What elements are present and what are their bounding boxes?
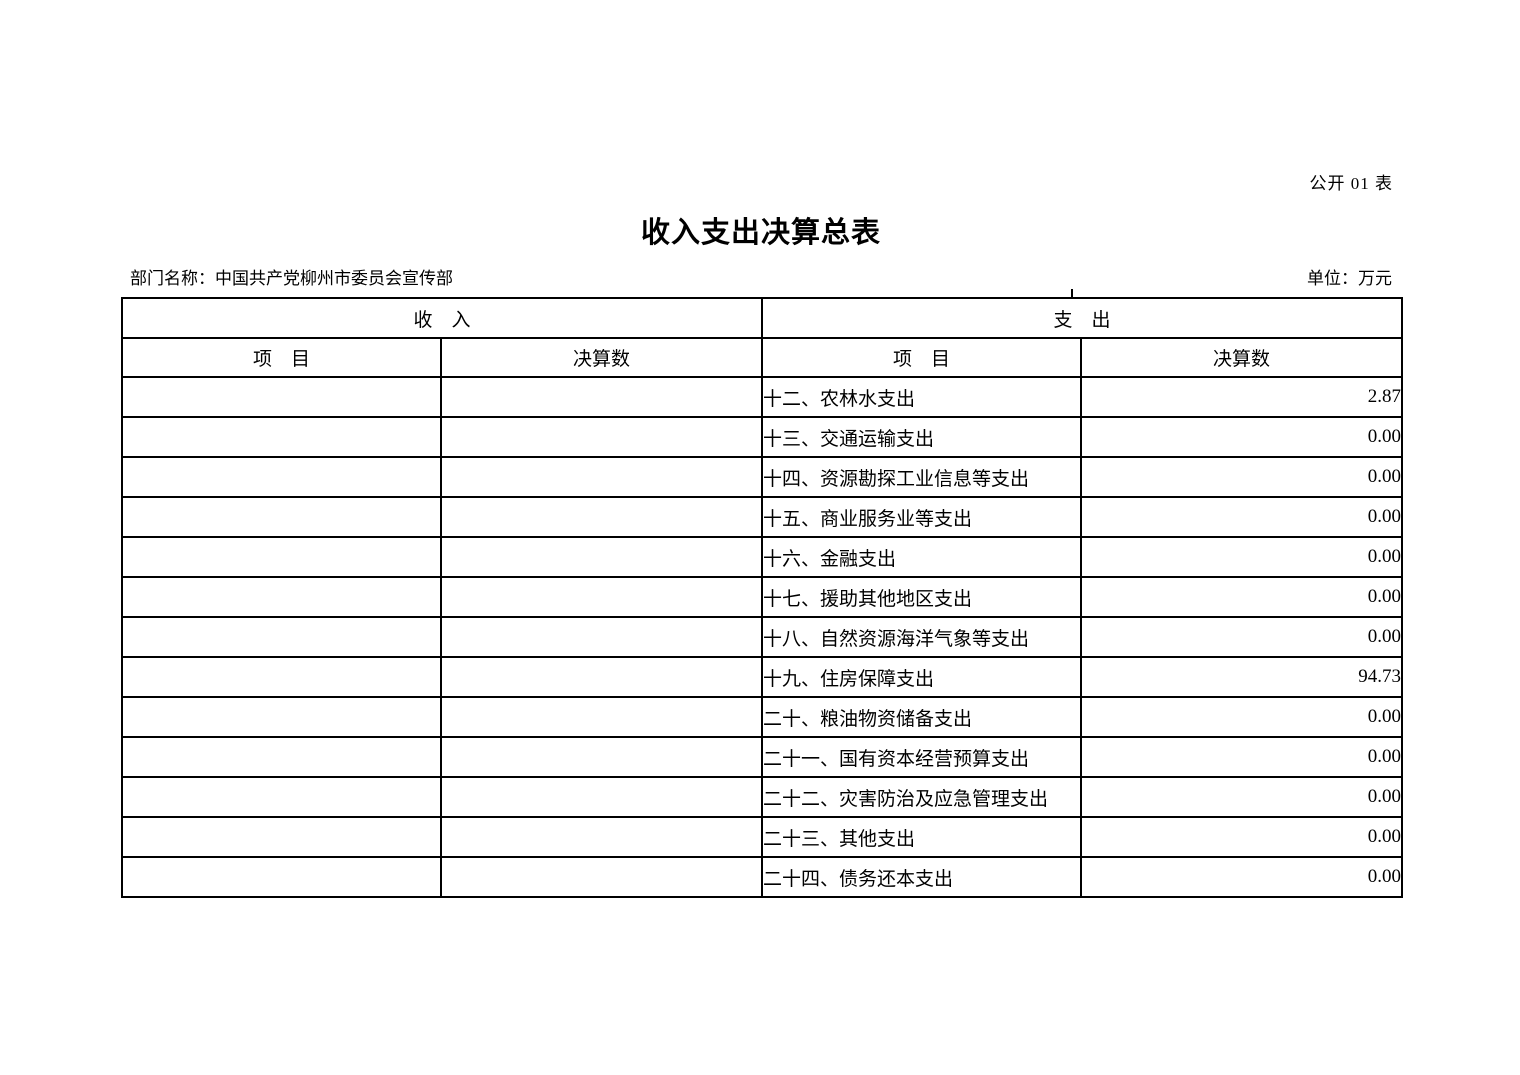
form-number: 公开 01 表 bbox=[1309, 174, 1393, 193]
expenditure-amount-cell: 0.00 bbox=[1080, 416, 1404, 458]
expenditure-amount-cell: 0.00 bbox=[1080, 536, 1404, 578]
table-row: 二十三、其他支出 0.00 bbox=[121, 816, 1404, 858]
income-item-cell bbox=[121, 856, 442, 898]
table-row: 十六、金融支出 0.00 bbox=[121, 536, 1404, 578]
income-section-header: 收 入 bbox=[120, 297, 764, 339]
income-item-cell bbox=[121, 496, 442, 538]
department-name: 部门名称：中国共产党柳州市委员会宣传部 bbox=[130, 269, 453, 288]
section-header-row: 收 入 支 出 bbox=[120, 297, 1404, 339]
table-row: 十八、自然资源海洋气象等支出 0.00 bbox=[121, 616, 1404, 658]
expenditure-amount-cell: 94.73 bbox=[1080, 656, 1404, 698]
income-item-cell bbox=[121, 656, 442, 698]
expenditure-amount-cell: 0.00 bbox=[1080, 696, 1404, 738]
expenditure-amount-column-header: 决算数 bbox=[1080, 337, 1404, 378]
column-header-row: 项 目 决算数 项 目 决算数 bbox=[121, 337, 1404, 378]
income-amount-cell bbox=[439, 376, 764, 418]
table-row: 十二、农林水支出 2.87 bbox=[121, 376, 1404, 418]
income-item-cell bbox=[121, 736, 442, 778]
income-amount-cell bbox=[439, 536, 764, 578]
unit-label: 单位：万元 bbox=[1307, 269, 1392, 288]
expenditure-item-cell: 十八、自然资源海洋气象等支出 bbox=[761, 616, 1083, 658]
expenditure-item-cell: 十五、商业服务业等支出 bbox=[761, 496, 1083, 538]
expenditure-item-cell: 十九、住房保障支出 bbox=[761, 656, 1083, 698]
income-item-cell bbox=[121, 576, 442, 618]
income-amount-cell bbox=[439, 656, 764, 698]
table-row: 二十、粮油物资储备支出 0.00 bbox=[121, 696, 1404, 738]
income-item-cell bbox=[121, 456, 442, 498]
income-amount-cell bbox=[439, 496, 764, 538]
expenditure-item-cell: 十六、金融支出 bbox=[761, 536, 1083, 578]
table-row: 十四、资源勘探工业信息等支出 0.00 bbox=[121, 456, 1404, 498]
income-item-cell bbox=[121, 696, 442, 738]
income-item-cell bbox=[121, 776, 442, 818]
stray-line-artifact bbox=[1071, 289, 1073, 298]
expenditure-amount-cell: 0.00 bbox=[1080, 496, 1404, 538]
expenditure-amount-cell: 0.00 bbox=[1080, 616, 1404, 658]
income-amount-cell bbox=[439, 456, 764, 498]
expenditure-item-column-header: 项 目 bbox=[761, 337, 1083, 378]
table-row: 二十二、灾害防治及应急管理支出 0.00 bbox=[121, 776, 1404, 818]
income-item-cell bbox=[121, 536, 442, 578]
income-amount-cell bbox=[439, 576, 764, 618]
expenditure-item-cell: 二十二、灾害防治及应急管理支出 bbox=[761, 776, 1083, 818]
expenditure-item-cell: 十四、资源勘探工业信息等支出 bbox=[761, 456, 1083, 498]
table-body: 收 入 支 出 项 目 决算数 项 目 决算数 十二、农林水支出 2.87 十三… bbox=[120, 297, 1404, 898]
meta-row: 部门名称：中国共产党柳州市委员会宣传部 单位：万元 bbox=[130, 264, 1392, 289]
expenditure-item-cell: 十七、援助其他地区支出 bbox=[761, 576, 1083, 618]
expenditure-amount-cell: 0.00 bbox=[1080, 816, 1404, 858]
expenditure-item-cell: 二十一、国有资本经营预算支出 bbox=[761, 736, 1083, 778]
expenditure-amount-cell: 0.00 bbox=[1080, 456, 1404, 498]
table-row: 十五、商业服务业等支出 0.00 bbox=[121, 496, 1404, 538]
expenditure-amount-cell: 0.00 bbox=[1080, 856, 1404, 898]
expenditure-item-cell: 二十、粮油物资储备支出 bbox=[761, 696, 1083, 738]
page-title: 收入支出决算总表 bbox=[640, 217, 881, 249]
income-amount-cell bbox=[439, 776, 764, 818]
expenditure-amount-cell: 2.87 bbox=[1080, 376, 1404, 418]
income-amount-cell bbox=[439, 696, 764, 738]
table-row: 十三、交通运输支出 0.00 bbox=[121, 416, 1404, 458]
income-item-cell bbox=[121, 616, 442, 658]
expenditure-amount-cell: 0.00 bbox=[1080, 776, 1404, 818]
income-amount-cell bbox=[439, 736, 764, 778]
expenditure-item-cell: 十二、农林水支出 bbox=[761, 376, 1083, 418]
income-item-cell bbox=[121, 816, 442, 858]
expenditure-amount-cell: 0.00 bbox=[1080, 736, 1404, 778]
expenditure-item-cell: 二十四、债务还本支出 bbox=[761, 856, 1083, 898]
table-row: 十七、援助其他地区支出 0.00 bbox=[121, 576, 1404, 618]
income-amount-cell bbox=[439, 856, 764, 898]
income-amount-cell bbox=[439, 816, 764, 858]
table-row: 二十四、债务还本支出 0.00 bbox=[121, 856, 1404, 898]
income-item-cell bbox=[121, 376, 442, 418]
income-amount-cell bbox=[439, 416, 764, 458]
income-amount-cell bbox=[439, 616, 764, 658]
expenditure-item-cell: 二十三、其他支出 bbox=[761, 816, 1083, 858]
expenditure-amount-cell: 0.00 bbox=[1080, 576, 1404, 618]
table-row: 十九、住房保障支出 94.73 bbox=[121, 656, 1404, 698]
income-item-cell bbox=[121, 416, 442, 458]
budget-table: 收 入 支 出 项 目 决算数 项 目 决算数 十二、农林水支出 2.87 十三… bbox=[120, 297, 1404, 898]
income-item-column-header: 项 目 bbox=[121, 337, 442, 378]
table-row: 二十一、国有资本经营预算支出 0.00 bbox=[121, 736, 1404, 778]
expenditure-section-header: 支 出 bbox=[761, 297, 1404, 339]
expenditure-item-cell: 十三、交通运输支出 bbox=[761, 416, 1083, 458]
income-amount-column-header: 决算数 bbox=[439, 337, 764, 378]
